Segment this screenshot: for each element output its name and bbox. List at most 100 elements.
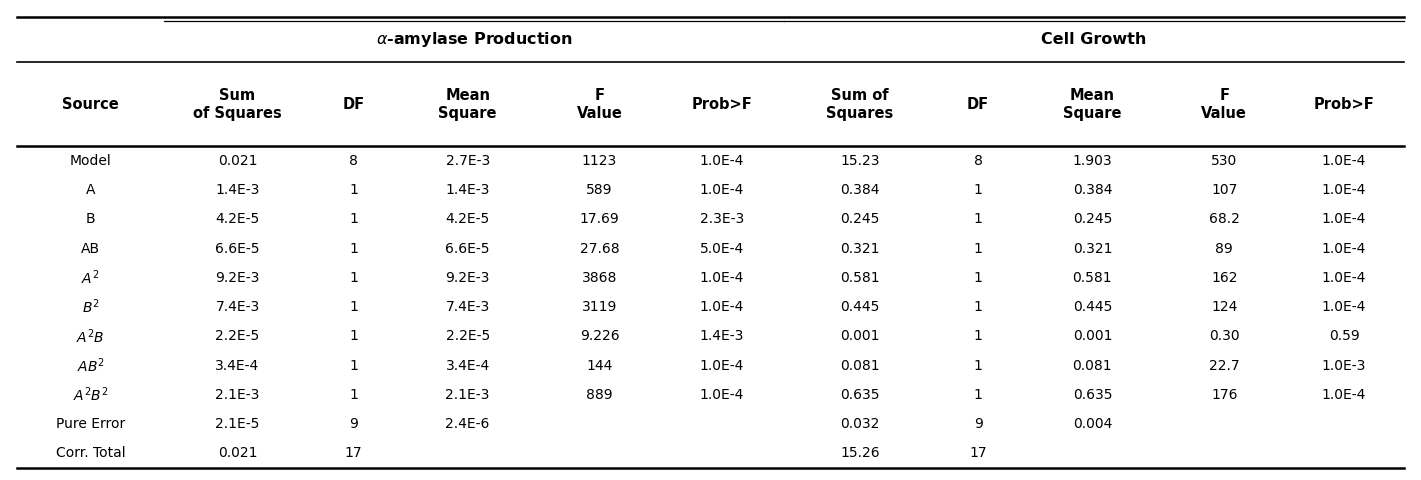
Text: 1: 1 — [973, 388, 982, 402]
Text: 1: 1 — [973, 271, 982, 285]
Text: 89: 89 — [1215, 242, 1233, 256]
Text: 1: 1 — [350, 359, 358, 372]
Text: 0.321: 0.321 — [840, 242, 880, 256]
Text: 107: 107 — [1211, 183, 1238, 197]
Text: 0.021: 0.021 — [217, 154, 257, 168]
Text: Mean
Square: Mean Square — [439, 88, 497, 121]
Text: 1.4E-3: 1.4E-3 — [445, 183, 490, 197]
Text: 530: 530 — [1211, 154, 1238, 168]
Text: 0.321: 0.321 — [1073, 242, 1113, 256]
Text: 4.2E-5: 4.2E-5 — [216, 213, 260, 227]
Text: 0.445: 0.445 — [840, 300, 880, 314]
Text: 0.001: 0.001 — [1073, 329, 1113, 343]
Text: $A^2B$: $A^2B$ — [77, 327, 105, 346]
Text: 1: 1 — [973, 242, 982, 256]
Text: 1.4E-3: 1.4E-3 — [216, 183, 260, 197]
Text: B: B — [85, 213, 95, 227]
Text: 0.59: 0.59 — [1329, 329, 1360, 343]
Text: 0.581: 0.581 — [840, 271, 880, 285]
Text: 1: 1 — [350, 242, 358, 256]
Text: 2.2E-5: 2.2E-5 — [446, 329, 490, 343]
Text: $A^2B^2$: $A^2B^2$ — [72, 385, 108, 404]
Text: 1: 1 — [350, 271, 358, 285]
Text: 1.0E-4: 1.0E-4 — [1322, 213, 1366, 227]
Text: Mean
Square: Mean Square — [1063, 88, 1121, 121]
Text: 1.0E-4: 1.0E-4 — [699, 271, 743, 285]
Text: Prob>F: Prob>F — [1313, 97, 1374, 112]
Text: Sum
of Squares: Sum of Squares — [193, 88, 281, 121]
Text: 0.245: 0.245 — [1073, 213, 1113, 227]
Text: 1.0E-4: 1.0E-4 — [699, 300, 743, 314]
Text: 9: 9 — [350, 417, 358, 431]
Text: 9.2E-3: 9.2E-3 — [445, 271, 490, 285]
Text: 0.081: 0.081 — [840, 359, 880, 372]
Text: 1.0E-4: 1.0E-4 — [699, 359, 743, 372]
Text: 1: 1 — [350, 329, 358, 343]
Text: 0.635: 0.635 — [1073, 388, 1113, 402]
Text: 8: 8 — [973, 154, 982, 168]
Text: 6.6E-5: 6.6E-5 — [216, 242, 260, 256]
Text: 1: 1 — [973, 300, 982, 314]
Text: 1: 1 — [350, 300, 358, 314]
Text: Sum of
Squares: Sum of Squares — [826, 88, 894, 121]
Text: 1.0E-4: 1.0E-4 — [1322, 388, 1366, 402]
Text: 3.4E-4: 3.4E-4 — [216, 359, 260, 372]
Text: 27.68: 27.68 — [580, 242, 620, 256]
Text: 0.581: 0.581 — [1073, 271, 1113, 285]
Text: 124: 124 — [1211, 300, 1238, 314]
Text: 15.26: 15.26 — [840, 446, 880, 460]
Text: 1.0E-4: 1.0E-4 — [1322, 183, 1366, 197]
Text: Model: Model — [70, 154, 111, 168]
Text: 3.4E-4: 3.4E-4 — [446, 359, 490, 372]
Text: F
Value: F Value — [577, 88, 622, 121]
Text: 0.081: 0.081 — [1073, 359, 1113, 372]
Text: DF: DF — [342, 97, 364, 112]
Text: 8: 8 — [350, 154, 358, 168]
Text: 2.1E-3: 2.1E-3 — [216, 388, 260, 402]
Text: Source: Source — [63, 97, 119, 112]
Text: 1: 1 — [973, 329, 982, 343]
Text: 1.0E-4: 1.0E-4 — [1322, 271, 1366, 285]
Text: Prob>F: Prob>F — [691, 97, 752, 112]
Text: 889: 889 — [585, 388, 612, 402]
Text: 6.6E-5: 6.6E-5 — [445, 242, 490, 256]
Text: 17: 17 — [969, 446, 988, 460]
Text: 1: 1 — [350, 388, 358, 402]
Text: Pure Error: Pure Error — [55, 417, 125, 431]
Text: DF: DF — [968, 97, 989, 112]
Text: 2.2E-5: 2.2E-5 — [216, 329, 260, 343]
Text: A: A — [85, 183, 95, 197]
Text: 2.3E-3: 2.3E-3 — [699, 213, 743, 227]
Text: 2.1E-3: 2.1E-3 — [445, 388, 490, 402]
Text: 1.0E-4: 1.0E-4 — [699, 388, 743, 402]
Text: 0.384: 0.384 — [840, 183, 880, 197]
Text: 1.0E-4: 1.0E-4 — [1322, 154, 1366, 168]
Text: F
Value: F Value — [1201, 88, 1248, 121]
Text: 68.2: 68.2 — [1209, 213, 1239, 227]
Text: Corr. Total: Corr. Total — [55, 446, 125, 460]
Text: $\alpha$-amylase Production: $\alpha$-amylase Production — [375, 30, 573, 49]
Text: $B^2$: $B^2$ — [82, 298, 99, 316]
Text: 162: 162 — [1211, 271, 1238, 285]
Text: 17.69: 17.69 — [580, 213, 620, 227]
Text: Cell Growth: Cell Growth — [1042, 32, 1147, 47]
Text: $AB^2$: $AB^2$ — [77, 356, 105, 375]
Text: 176: 176 — [1211, 388, 1238, 402]
Text: 3868: 3868 — [581, 271, 617, 285]
Text: 0.245: 0.245 — [840, 213, 880, 227]
Text: 7.4E-3: 7.4E-3 — [216, 300, 260, 314]
Text: 15.23: 15.23 — [840, 154, 880, 168]
Text: 1: 1 — [973, 359, 982, 372]
Text: 1: 1 — [973, 213, 982, 227]
Text: 7.4E-3: 7.4E-3 — [446, 300, 490, 314]
Text: 0.635: 0.635 — [840, 388, 880, 402]
Text: AB: AB — [81, 242, 99, 256]
Text: 1.0E-4: 1.0E-4 — [1322, 300, 1366, 314]
Text: 0.032: 0.032 — [840, 417, 880, 431]
Text: 0.021: 0.021 — [217, 446, 257, 460]
Text: 9: 9 — [973, 417, 982, 431]
Text: 0.445: 0.445 — [1073, 300, 1113, 314]
Text: 0.30: 0.30 — [1209, 329, 1239, 343]
Text: 2.1E-5: 2.1E-5 — [216, 417, 260, 431]
Text: 0.384: 0.384 — [1073, 183, 1113, 197]
